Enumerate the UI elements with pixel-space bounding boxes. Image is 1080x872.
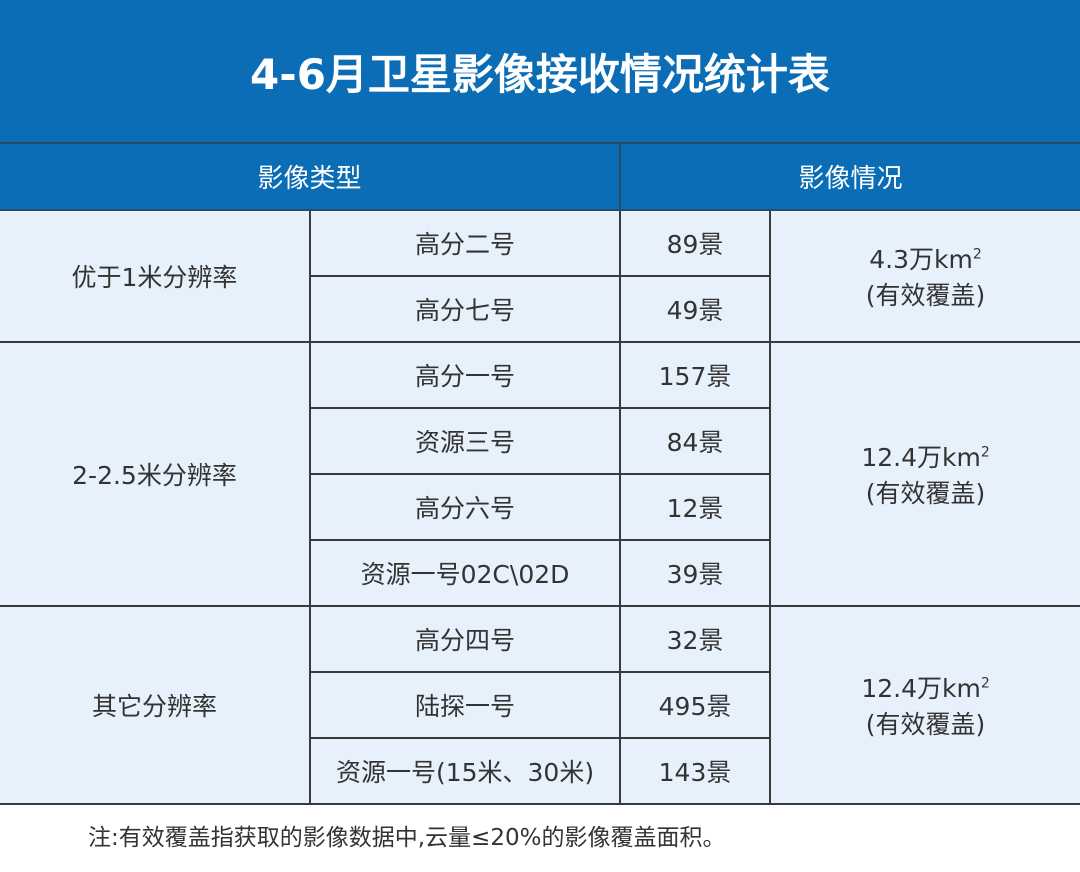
category-cell: 2-2.5米分辨率 (0, 341, 311, 607)
coverage-cell: 12.4万km2 (有效覆盖) (769, 605, 1080, 805)
coverage-cell: 4.3万km2 (有效覆盖) (769, 209, 1080, 343)
count-cell: 89景 (619, 209, 772, 277)
table-row: 优于1米分辨率 高分二号 89景 4.3万km2 (有效覆盖) (0, 209, 1080, 343)
count-cell: 12景 (619, 473, 772, 541)
category-cell: 优于1米分辨率 (0, 209, 311, 343)
satellite-cell: 资源一号02C\02D (308, 539, 622, 607)
table-row: 资源三号 84景 (0, 407, 1080, 475)
table-row: 其它分辨率 高分四号 32景 12.4万km2 (有效覆盖) (0, 605, 1080, 805)
table-row: 资源一号(15米、30米) 143景 (0, 737, 1080, 805)
satellite-cell: 资源三号 (308, 407, 622, 475)
table-row: 高分六号 12景 (0, 473, 1080, 541)
table-row: 陆探一号 495景 (0, 671, 1080, 739)
table-row: 高分七号 49景 (0, 275, 1080, 343)
coverage-value: 4.3万km (869, 245, 973, 274)
table-row: 资源一号02C\02D 39景 (0, 539, 1080, 607)
satellite-cell: 高分二号 (308, 209, 622, 277)
count-cell: 32景 (619, 605, 772, 673)
count-cell: 39景 (619, 539, 772, 607)
satellite-cell: 高分七号 (308, 275, 622, 343)
coverage-note: (有效覆盖) (865, 710, 986, 739)
satellite-cell: 陆探一号 (308, 671, 622, 739)
satellite-cell: 高分四号 (308, 605, 622, 673)
table-row: 2-2.5米分辨率 高分一号 157景 12.4万km2 (有效覆盖) (0, 341, 1080, 607)
coverage-note: (有效覆盖) (865, 479, 986, 508)
category-cell: 其它分辨率 (0, 605, 311, 805)
satellite-cell: 资源一号(15米、30米) (308, 737, 622, 805)
count-cell: 143景 (619, 737, 772, 805)
satellite-cell: 高分六号 (308, 473, 622, 541)
satellite-cell: 高分一号 (308, 341, 622, 409)
footnote: 注:有效覆盖指获取的影像数据中,云量≤20%的影像覆盖面积。 (88, 825, 726, 851)
statistics-table: 影像类型 影像情况 优于1米分辨率 高分二号 89景 4.3万km2 (有效覆盖) 高分七… (0, 144, 1080, 805)
header-image-type: 影像类型 (0, 144, 622, 211)
coverage-unit-exponent: 2 (980, 675, 990, 692)
coverage-unit-exponent: 2 (972, 246, 982, 263)
count-cell: 495景 (619, 671, 772, 739)
coverage-value: 12.4万km (861, 443, 981, 472)
header-image-status: 影像情况 (620, 144, 1080, 211)
count-cell: 84景 (619, 407, 772, 475)
count-cell: 157景 (619, 341, 772, 409)
coverage-unit-exponent: 2 (980, 444, 990, 461)
count-cell: 49景 (619, 275, 772, 343)
table-title: 4-6月卫星影像接收情况统计表 (0, 0, 1080, 144)
header-row: 影像类型 影像情况 (0, 144, 1080, 211)
coverage-note: (有效覆盖) (865, 281, 986, 310)
coverage-value: 12.4万km (861, 674, 981, 703)
coverage-cell: 12.4万km2 (有效覆盖) (769, 341, 1080, 607)
